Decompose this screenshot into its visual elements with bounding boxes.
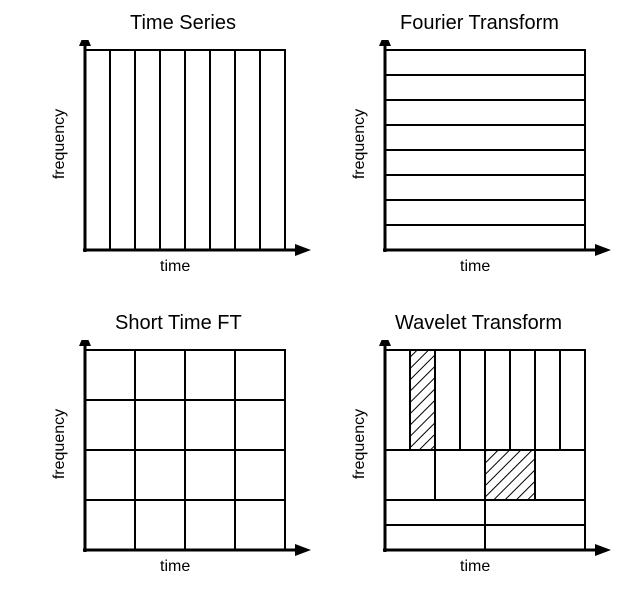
stft-plot (70, 340, 330, 600)
fourier-transform-plot (370, 40, 622, 300)
y-axis-label: frequency (351, 109, 369, 179)
x-axis-label: time (160, 258, 190, 276)
diagram-container: Time Series frequency time Fourier Trans… (0, 0, 622, 607)
panel-wavelet-transform: Wavelet Transform frequency time (370, 340, 622, 600)
y-axis-label: frequency (51, 109, 69, 179)
panel-time-series: Time Series frequency time (70, 40, 330, 300)
panel-title: Fourier Transform (400, 12, 559, 35)
x-axis-label: time (460, 558, 490, 576)
y-axis-label: frequency (51, 409, 69, 479)
panel-stft: Short Time FT frequency time (70, 340, 330, 600)
wavelet-transform-plot (370, 340, 622, 600)
y-axis-label: frequency (351, 409, 369, 479)
time-series-plot (70, 40, 330, 300)
panel-fourier-transform: Fourier Transform frequency time (370, 40, 622, 300)
panel-title: Short Time FT (115, 312, 242, 335)
x-axis-label: time (460, 258, 490, 276)
panel-title: Time Series (130, 12, 236, 35)
x-axis-label: time (160, 558, 190, 576)
panel-title: Wavelet Transform (395, 312, 562, 335)
